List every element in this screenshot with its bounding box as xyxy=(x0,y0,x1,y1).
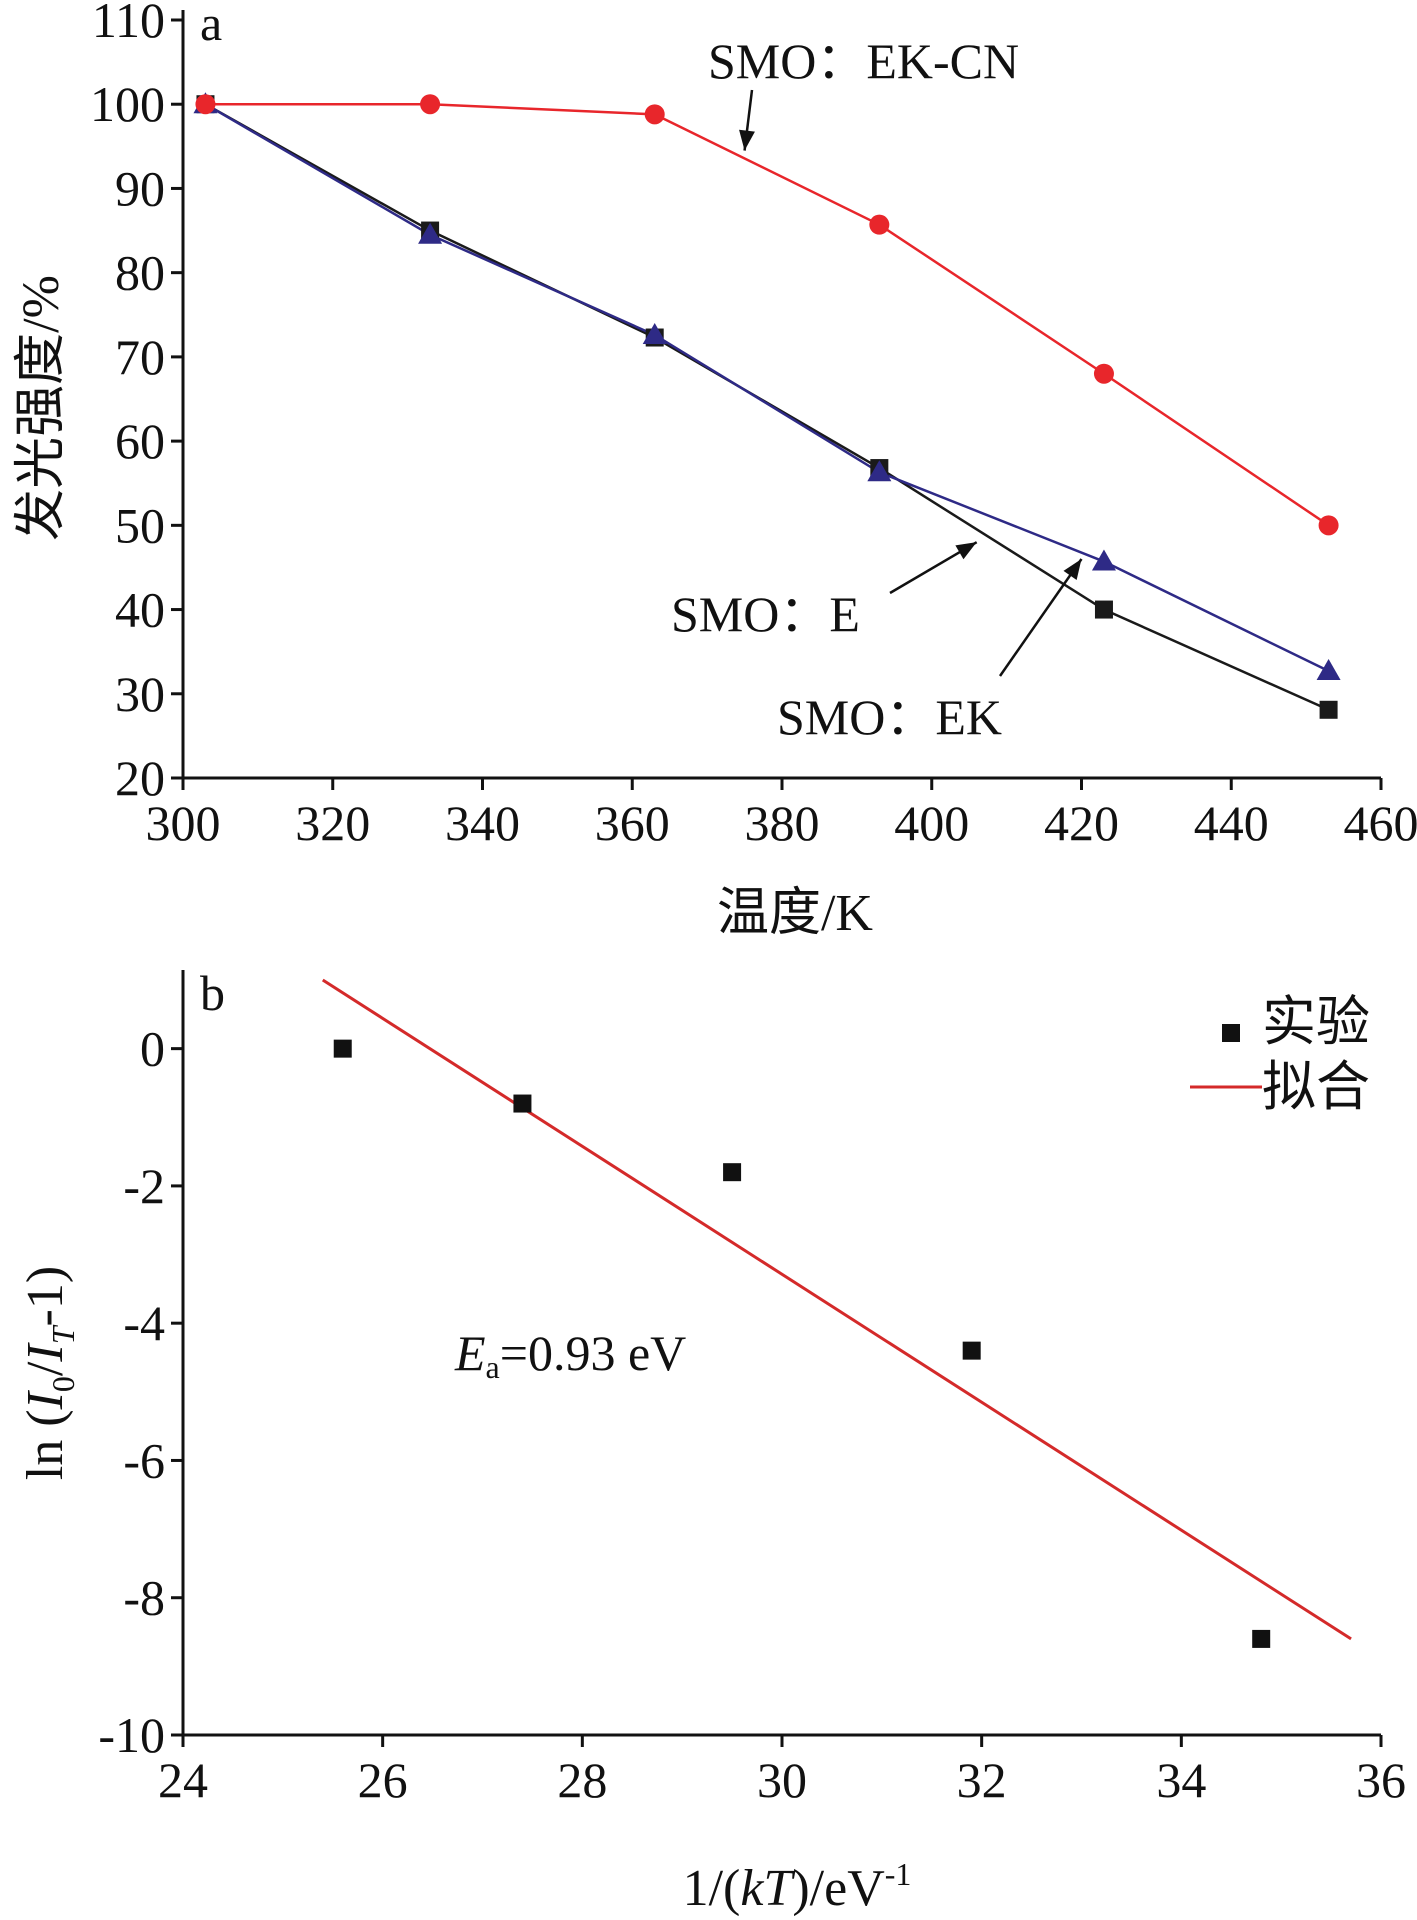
panel-a-x-axis-label: 温度/K xyxy=(717,885,873,942)
annotation-ek-cn: SMO：EK-CN xyxy=(708,33,1019,89)
panel-a-x-tick-label: 460 xyxy=(1344,795,1417,851)
experiment-data-point xyxy=(723,1163,742,1182)
experiment-data-point xyxy=(333,1039,352,1058)
legend-label-fit: 拟合 xyxy=(1262,1057,1370,1117)
arrow-e-head xyxy=(955,542,977,560)
panel-a-y-tick-label: 50 xyxy=(115,497,165,553)
panel-b-y-tick-label: -6 xyxy=(123,1432,165,1488)
annotation-arrows xyxy=(739,89,1083,677)
panel-a-x-tick-label: 300 xyxy=(146,795,221,851)
annotation-ek: SMO：EK xyxy=(777,689,1002,745)
data-point-triangle xyxy=(418,222,443,244)
panel-a-tick-labels: 300 320 340 360 380 400 420 440 460 20 30 40 50 60 70 8… xyxy=(90,0,1417,851)
panel-a-y-tick-label: 100 xyxy=(90,76,165,132)
fit-line xyxy=(321,978,1352,1641)
legend-label-experiment: 实验 xyxy=(1262,992,1370,1052)
annotation-e: SMO：E xyxy=(671,586,860,642)
panel-a-y-tick-label: 60 xyxy=(115,413,165,469)
panel-a-y-tick-label: 30 xyxy=(115,666,165,722)
panel-b-x-tick-label: 32 xyxy=(957,1752,1007,1808)
arrow-ek-cn-head xyxy=(739,129,755,151)
panel-a-x-tick-label: 360 xyxy=(595,795,670,851)
panel-a-y-tick-label: 110 xyxy=(92,0,165,48)
panel-b-x-tick-label: 28 xyxy=(557,1752,607,1808)
panel-a-x-tick-label: 440 xyxy=(1194,795,1269,851)
data-point-circle xyxy=(869,214,890,235)
panel-b-legend: 实验 拟合 xyxy=(1190,992,1370,1117)
data-point-triangle xyxy=(642,322,667,344)
arrow-ek-head xyxy=(1063,559,1082,581)
data-point-circle xyxy=(1318,515,1339,536)
panel-a-y-axis-label: 发光强度/% xyxy=(13,275,70,541)
panel-b-y-tick-label: -4 xyxy=(123,1295,165,1351)
panel-a-series xyxy=(193,92,1341,719)
panel-b-y-tick-label: -8 xyxy=(123,1570,165,1626)
series-line-triangle xyxy=(204,103,1330,673)
panel-a-x-tick-label: 320 xyxy=(295,795,370,851)
data-point-triangle xyxy=(1091,549,1116,571)
panel-a-chart: 300 320 340 360 380 400 420 440 460 20 30 40 50 60 70 8… xyxy=(13,0,1417,942)
data-point-square xyxy=(1319,700,1338,719)
data-point-circle xyxy=(644,104,665,125)
arrow-ek xyxy=(998,558,1083,677)
panel-b-x-tick-label: 36 xyxy=(1356,1752,1406,1808)
legend-marker-experiment xyxy=(1222,1024,1240,1042)
panel-a-x-tick-label: 380 xyxy=(745,795,820,851)
panel-b-x-tick-label: 26 xyxy=(358,1752,408,1808)
panel-b-label: b xyxy=(200,965,225,1021)
experiment-data-point xyxy=(1252,1629,1271,1648)
data-point-triangle xyxy=(867,460,892,482)
panel-b-x-tick-label: 30 xyxy=(757,1752,807,1808)
data-point-circle xyxy=(420,94,441,115)
panel-a-x-tick-label: 400 xyxy=(894,795,969,851)
panel-b-x-axis-label: 1/(kT)/eV-1 xyxy=(683,1856,912,1917)
panel-a-axes xyxy=(171,10,1383,790)
panel-a-y-tick-label: 90 xyxy=(115,160,165,216)
panel-b-series xyxy=(321,978,1352,1648)
experiment-data-point xyxy=(513,1094,532,1113)
panel-b-chart: 24 26 28 30 32 34 36 0 -2 -4 -6 -8 -10 b 1/(kT)/eV-1… xyxy=(17,965,1406,1917)
panel-b-y-axis-label: ln (I0/IT-1) xyxy=(17,1266,81,1480)
panel-a-y-tick-label: 80 xyxy=(115,245,165,301)
panel-b-axes xyxy=(171,970,1383,1747)
panel-a-y-tick-label: 20 xyxy=(115,750,165,806)
panel-a-x-tick-label: 340 xyxy=(445,795,520,851)
data-point-square xyxy=(1094,600,1113,619)
panel-a-y-tick-label: 70 xyxy=(115,329,165,385)
data-point-triangle xyxy=(1316,659,1341,681)
panel-a-y-tick-label: 40 xyxy=(115,582,165,638)
series-line-circle xyxy=(205,102,1330,527)
experiment-data-point xyxy=(962,1341,981,1360)
panel-a-label: a xyxy=(200,0,222,51)
panel-a-x-tick-label: 420 xyxy=(1044,795,1119,851)
panel-b-y-tick-label: -10 xyxy=(98,1707,165,1763)
panel-b-y-tick-label: -2 xyxy=(123,1158,165,1214)
panel-b-tick-labels: 24 26 28 30 32 34 36 0 -2 -4 -6 -8 -10 xyxy=(98,1021,1406,1808)
data-point-circle xyxy=(1093,363,1114,384)
panel-b-x-tick-label: 34 xyxy=(1156,1752,1206,1808)
activation-energy-annotation: Ea=0.93 eV xyxy=(454,1325,686,1385)
panel-b-y-tick-label: 0 xyxy=(140,1021,165,1077)
panel-b-x-tick-label: 24 xyxy=(158,1752,208,1808)
data-point-circle xyxy=(195,94,216,115)
